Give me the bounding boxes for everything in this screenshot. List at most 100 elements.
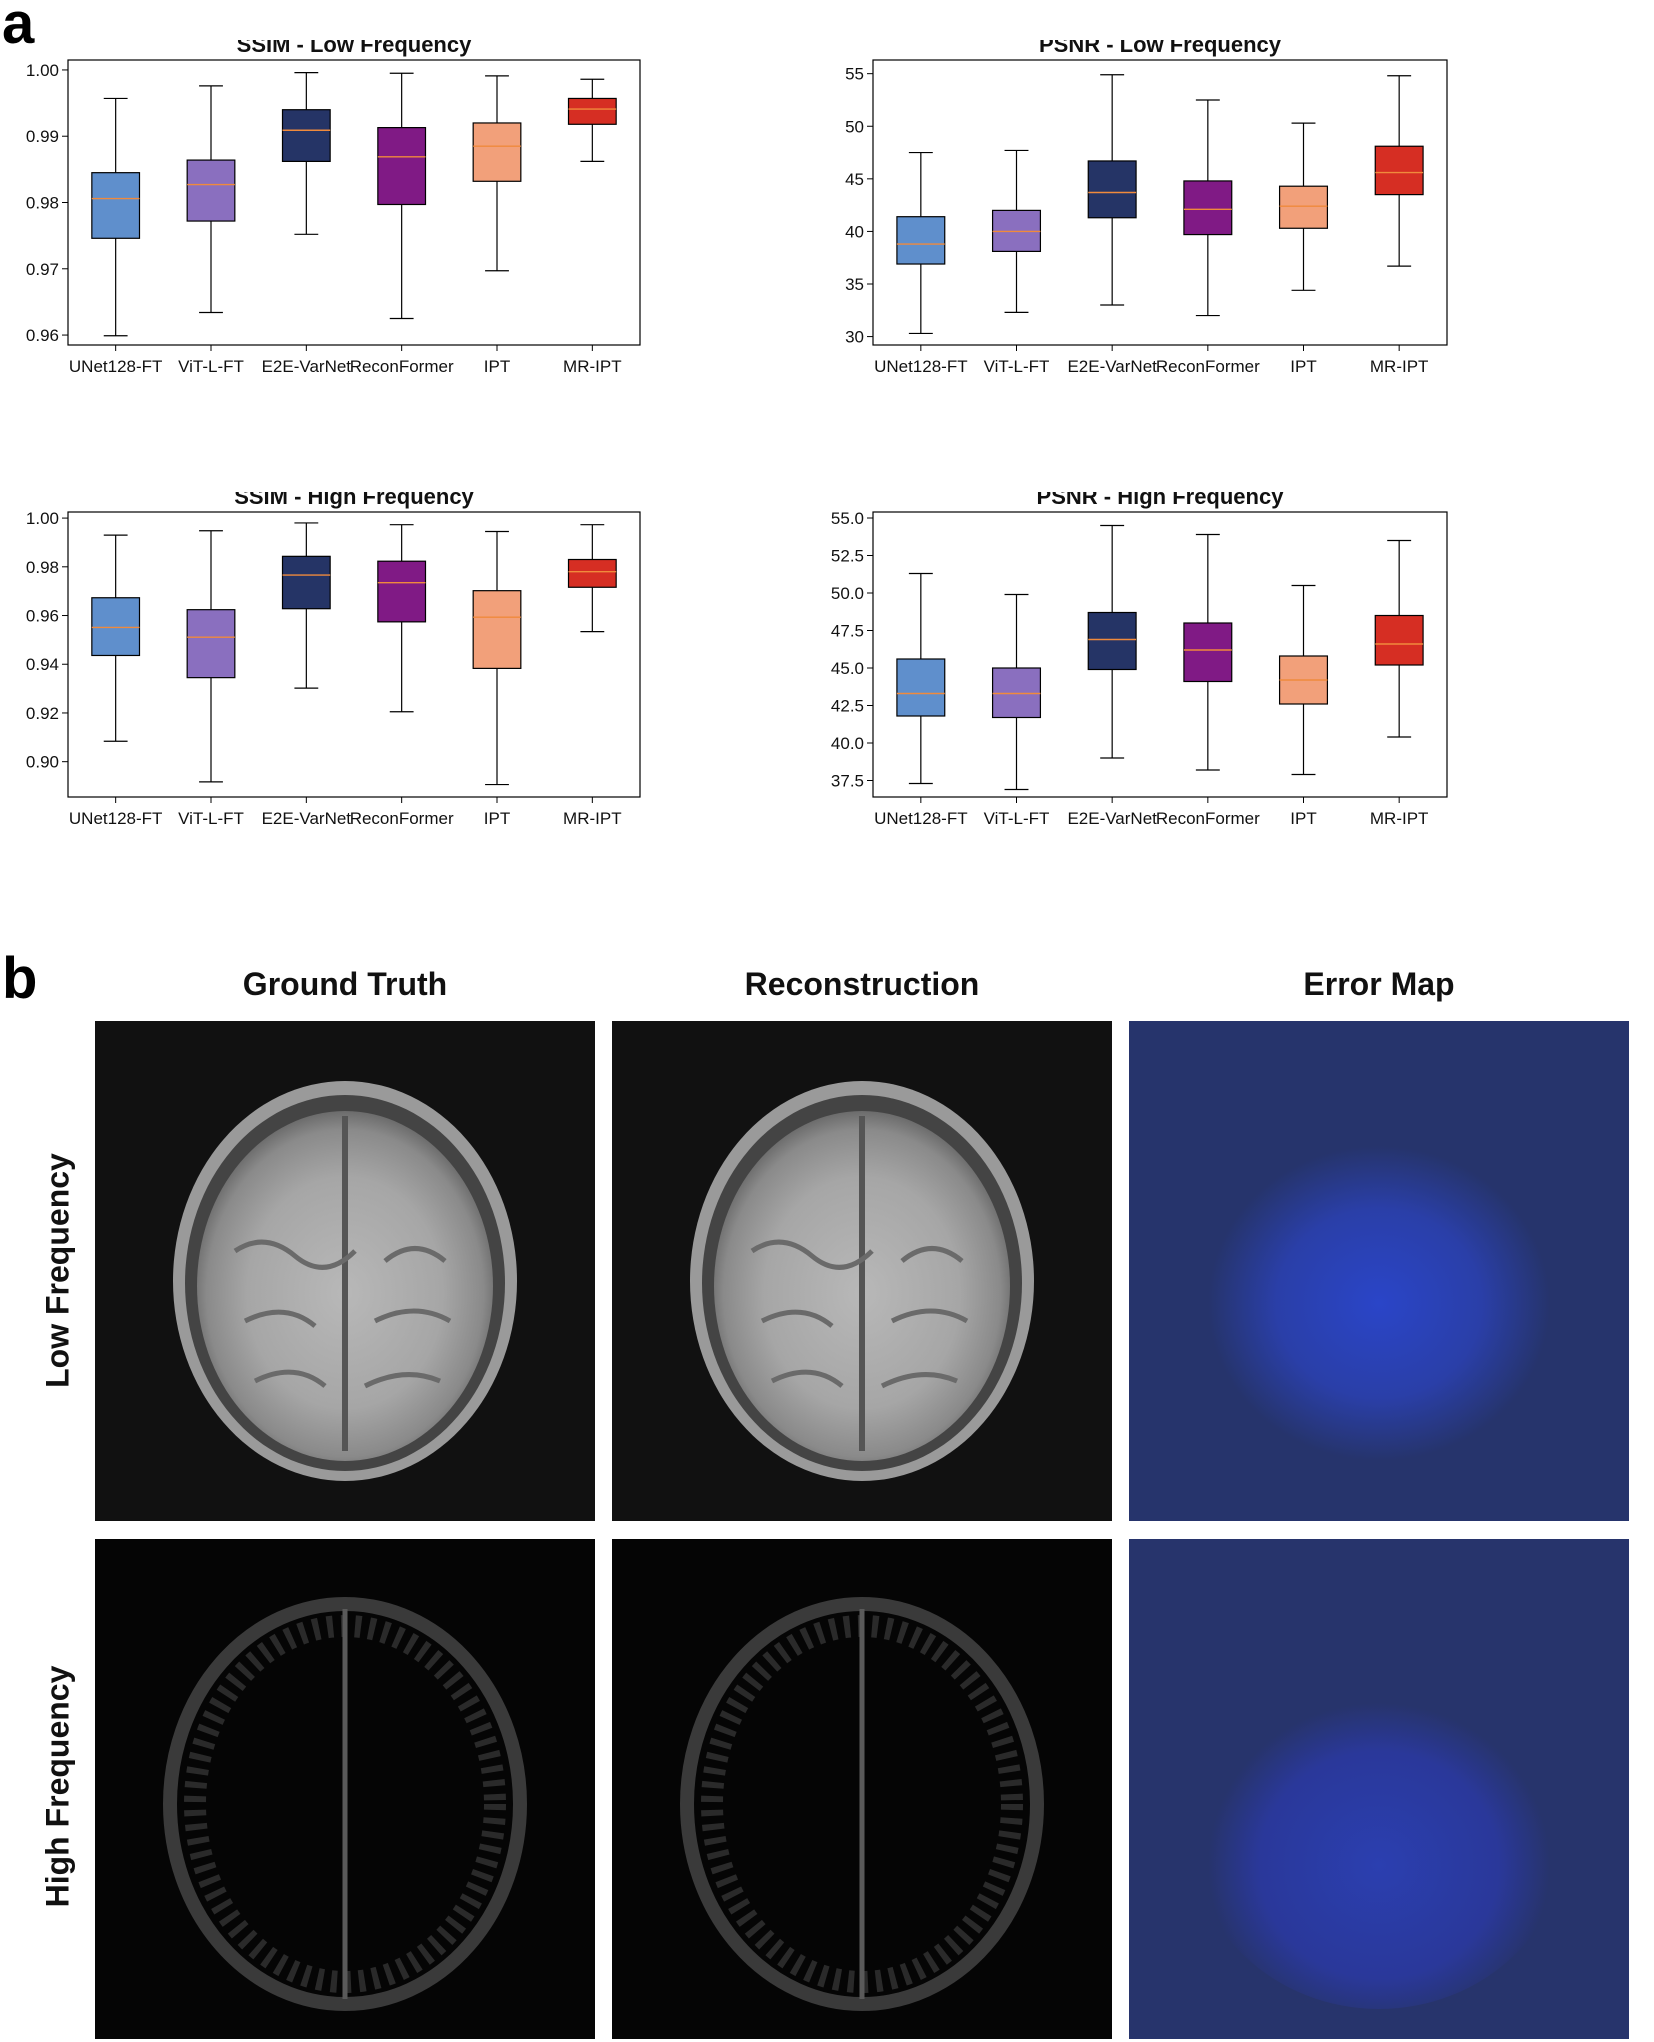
x-tick-label: ViT-L-FT <box>178 809 244 828</box>
box-ipt <box>1278 584 1329 776</box>
box-iqr <box>377 560 427 623</box>
x-tick-label: IPT <box>484 357 510 376</box>
x-tick-label: E2E-VarNet <box>262 357 352 376</box>
box-iqr <box>1374 614 1424 666</box>
box-vit-l-ft <box>186 530 236 783</box>
box-iqr <box>1183 622 1233 683</box>
x-tick-label: MR-IPT <box>563 809 622 828</box>
reconstruction-low-frequency-image <box>612 1021 1112 1521</box>
ssim-low-frequency-chart: SSIM - Low Frequency 0.96 0.97 0.98 0.99 1.00… <box>26 40 641 376</box>
y-tick-label: 35 <box>845 275 864 294</box>
box-ipt <box>472 530 522 786</box>
box-iqr <box>991 667 1042 719</box>
x-tick-label: IPT <box>484 809 510 828</box>
y-tick-label: 30 <box>845 328 864 347</box>
col-title-ground-truth: Ground Truth <box>242 966 448 1002</box>
x-tick-label: ReconFormer <box>1156 357 1260 376</box>
x-tick-label: UNet128-FT <box>874 809 968 828</box>
box-iqr <box>1183 180 1233 236</box>
x-tick-label: ReconFormer <box>1156 809 1260 828</box>
x-tick-label: UNet128-FT <box>69 357 163 376</box>
box-iqr <box>896 216 946 265</box>
col-title-reconstruction: Reconstruction <box>744 966 980 1002</box>
box-iqr <box>567 97 617 125</box>
x-tick-label: ReconFormer <box>350 357 454 376</box>
x-tick-label: MR-IPT <box>563 357 622 376</box>
y-tick-label: 0.97 <box>26 260 59 279</box>
x-tick-label: ViT-L-FT <box>984 357 1050 376</box>
box-ipt <box>472 75 522 272</box>
psnr-low-frequency-chart: PSNR - Low Frequency 30 35 40 45 50 55 UNet128-… <box>845 40 1448 376</box>
box-reconformer <box>377 524 427 713</box>
chart-title: SSIM - High Frequency <box>234 492 474 509</box>
box-unet128-ft <box>91 534 141 742</box>
box-vit-l-ft <box>991 149 1042 313</box>
box-iqr <box>377 127 427 206</box>
box-mr-ipt <box>1374 75 1424 267</box>
box-mr-ipt <box>1374 539 1424 738</box>
box-iqr <box>472 590 522 669</box>
box-iqr <box>896 658 946 717</box>
error-map-low-frequency-image <box>1129 1021 1629 1521</box>
box-unet128-ft <box>896 151 946 335</box>
chart-title: SSIM - Low Frequency <box>237 40 472 57</box>
reconstruction-high-frequency-image <box>612 1539 1112 2039</box>
ssim-high-frequency-chart: SSIM - High Frequency 0.90 0.92 0.94 0.96 0.9… <box>26 492 641 828</box>
x-tick-label: IPT <box>1290 809 1316 828</box>
box-iqr <box>1087 611 1137 671</box>
box-iqr <box>281 555 331 610</box>
chart-title: PSNR - High Frequency <box>1037 492 1285 509</box>
y-tick-label: 47.5 <box>831 622 864 641</box>
y-tick-label: 55 <box>845 65 864 84</box>
box-vit-l-ft <box>991 593 1042 791</box>
box-e2e-varnet <box>1087 74 1137 306</box>
box-e2e-varnet <box>281 71 331 235</box>
box-e2e-varnet <box>1087 524 1137 759</box>
panel-label-a: a <box>2 0 35 56</box>
y-tick-label: 45.0 <box>831 659 864 678</box>
y-tick-label: 0.92 <box>26 704 59 723</box>
box-unet128-ft <box>91 97 141 337</box>
plot-frame <box>67 59 641 346</box>
x-tick-label: ViT-L-FT <box>178 357 244 376</box>
col-title-error-map: Error Map <box>1303 966 1455 1002</box>
y-tick-label: 0.98 <box>26 558 59 577</box>
box-unet128-ft <box>896 572 946 785</box>
box-e2e-varnet <box>281 522 331 689</box>
box-iqr <box>281 109 331 163</box>
y-tick-label: 1.00 <box>26 61 59 80</box>
y-tick-label: 42.5 <box>831 697 864 716</box>
y-tick-label: 50 <box>845 117 864 136</box>
box-iqr <box>472 122 522 182</box>
y-tick-label: 40 <box>845 222 864 241</box>
box-ipt <box>1278 122 1329 291</box>
box-mr-ipt <box>567 78 617 163</box>
x-tick-label: ReconFormer <box>350 809 454 828</box>
box-vit-l-ft <box>186 85 236 314</box>
y-tick-label: 0.96 <box>26 607 59 626</box>
box-reconformer <box>377 72 427 320</box>
box-reconformer <box>1183 99 1233 317</box>
plot-frame <box>872 511 1448 798</box>
y-tick-label: 0.99 <box>26 127 59 146</box>
y-tick-label: 0.94 <box>26 655 59 674</box>
y-tick-label: 50.0 <box>831 584 864 603</box>
box-iqr <box>1278 185 1329 229</box>
box-iqr <box>186 609 236 679</box>
panel-label-b: b <box>2 946 38 1011</box>
x-tick-label: MR-IPT <box>1370 357 1429 376</box>
box-reconformer <box>1183 533 1233 771</box>
box-iqr <box>91 597 141 657</box>
row-label-low-frequency: Low Frequency <box>39 1153 76 1388</box>
x-tick-label: E2E-VarNet <box>1067 809 1157 828</box>
y-tick-label: 45 <box>845 170 864 189</box>
box-mr-ipt <box>567 524 617 633</box>
error-map-high-frequency-image <box>1129 1539 1629 2039</box>
ground-truth-low-frequency-image <box>95 1021 595 1521</box>
box-iqr <box>186 159 236 222</box>
box-iqr <box>1087 160 1137 219</box>
psnr-high-frequency-chart: PSNR - High Frequency 37.5 40.0 42.5 45.0 47.… <box>831 492 1448 828</box>
plot-frame <box>872 59 1448 346</box>
box-iqr <box>1374 145 1424 196</box>
plot-frame <box>67 511 641 798</box>
